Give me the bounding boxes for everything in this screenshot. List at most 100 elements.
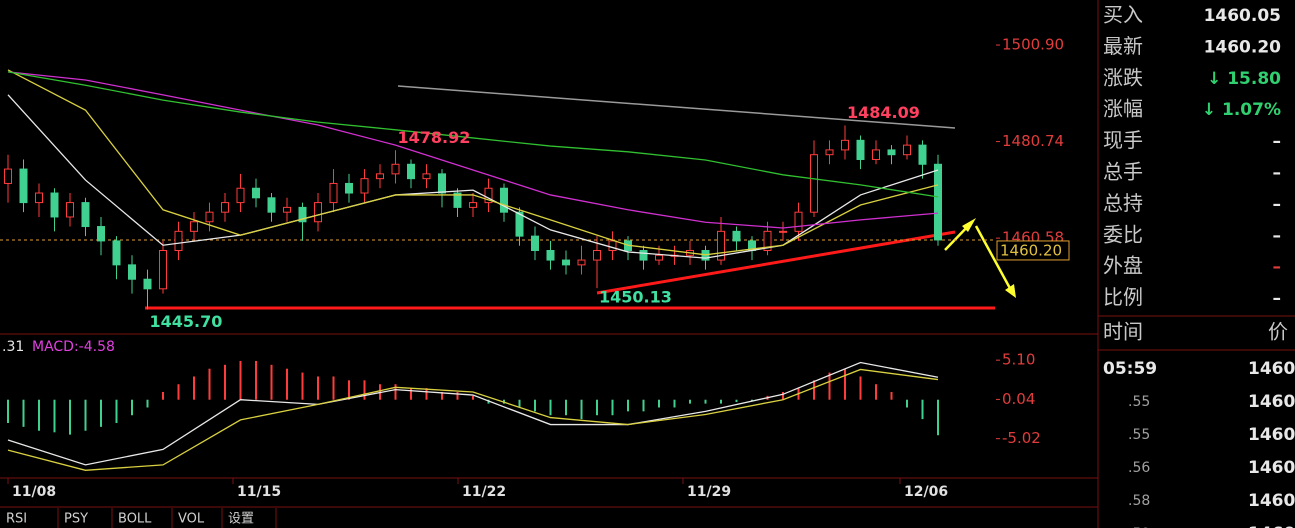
- macd-bar: [131, 399, 133, 416]
- macd-bar: [69, 399, 71, 435]
- tick-price: 1460: [1248, 392, 1295, 412]
- tick-time: .55: [1128, 394, 1150, 410]
- candle-body: [810, 154, 818, 213]
- candle-body: [329, 182, 338, 204]
- candle-body: [469, 202, 477, 208]
- tick-price: 1460: [1248, 425, 1295, 445]
- arrow-head: [1005, 284, 1016, 298]
- candle-body: [593, 249, 601, 261]
- macd-tick-label: 0.04: [1002, 390, 1035, 408]
- macd-bar: [53, 399, 56, 433]
- tab[interactable]: VOL: [178, 512, 205, 527]
- candle-body: [35, 192, 43, 204]
- macd-bar: [813, 380, 815, 400]
- tick-price: 1460: [1248, 458, 1295, 478]
- date-label: 11/29: [687, 484, 731, 500]
- candle-body: [732, 230, 741, 242]
- macd-bar: [611, 399, 614, 416]
- candle-body: [608, 240, 617, 251]
- tick-time: .58: [1128, 493, 1150, 509]
- macd-bar: [177, 384, 180, 400]
- macd-bar: [704, 399, 707, 404]
- macd-bar: [534, 399, 536, 412]
- quote-label: 现手: [1103, 128, 1143, 152]
- candle-body: [81, 202, 90, 228]
- quote-label: 买入: [1103, 3, 1143, 27]
- candle-body: [407, 163, 415, 180]
- candle-body: [546, 249, 555, 261]
- macd-line: [7, 368, 939, 471]
- quote-value: ↓ 1.07%: [1202, 100, 1281, 120]
- candle-body: [4, 168, 12, 184]
- quote-value: 1460.05: [1204, 6, 1281, 26]
- tick-time: .55: [1128, 427, 1150, 443]
- macd-bar: [22, 399, 25, 427]
- candle-body: [856, 139, 865, 160]
- candle-body: [918, 144, 927, 165]
- macd-bar: [115, 399, 118, 423]
- quote-value: –: [1273, 194, 1282, 214]
- quote-value: –: [1273, 257, 1282, 277]
- macd-bar: [782, 391, 784, 400]
- table-header: 价: [1268, 320, 1288, 344]
- tab[interactable]: 设置: [228, 512, 254, 527]
- quote-value: ↓ 15.80: [1207, 69, 1281, 89]
- macd-bar: [363, 380, 366, 400]
- support-line: [596, 230, 956, 295]
- candle-body: [484, 187, 493, 204]
- macd-bar: [689, 399, 691, 404]
- table-header: 时间: [1103, 320, 1143, 344]
- candle-body: [577, 259, 586, 266]
- tick-time: 05:59: [1103, 359, 1157, 379]
- candle-body: [794, 211, 803, 232]
- candle-body: [515, 211, 524, 237]
- candle-body: [66, 202, 74, 218]
- macd-bar: [348, 380, 350, 400]
- price-annotation: 1445.70: [150, 312, 223, 331]
- macd-bar: [487, 399, 490, 404]
- macd-bar: [441, 391, 443, 400]
- candle-body: [190, 221, 198, 232]
- macd-bar: [549, 399, 552, 416]
- tick-time: .59: [1128, 526, 1150, 528]
- macd-tick-label: -5.02: [1002, 429, 1041, 447]
- macd-bar: [146, 399, 149, 408]
- tick-time: .56: [1128, 460, 1150, 476]
- tab[interactable]: PSY: [64, 512, 88, 527]
- candle-body: [112, 240, 121, 266]
- tab[interactable]: RSI: [6, 512, 27, 527]
- candle-body: [19, 168, 28, 204]
- macd-bar: [844, 368, 846, 400]
- candle-body: [252, 187, 260, 199]
- quote-label: 外盘: [1103, 254, 1143, 278]
- macd-bar: [518, 399, 521, 408]
- candle-body: [422, 173, 431, 180]
- candle-body: [391, 163, 400, 175]
- date-label: 11/22: [462, 484, 506, 500]
- quote-label: 比例: [1103, 285, 1143, 309]
- macd-bar: [410, 388, 412, 400]
- candle-body: [825, 149, 834, 156]
- macd-bar: [208, 368, 211, 400]
- last-price-label: 1460.20: [1000, 241, 1062, 259]
- macd-bar: [84, 399, 87, 431]
- candle-body: [221, 202, 229, 213]
- candle-body: [159, 249, 167, 290]
- quote-label: 总手: [1103, 160, 1143, 184]
- candle-body: [128, 264, 136, 280]
- price-tick-label: 1480.74: [1002, 132, 1064, 150]
- macd-bar: [720, 399, 722, 404]
- tab[interactable]: BOLL: [118, 512, 152, 527]
- macd-caption: .31: [2, 339, 24, 355]
- macd-bar: [239, 360, 242, 400]
- candle-body: [562, 259, 570, 266]
- macd-bar: [193, 376, 195, 400]
- macd-bar: [565, 399, 567, 416]
- macd-bar: [425, 388, 428, 400]
- candle-body: [717, 230, 725, 261]
- arrow-head: [962, 218, 976, 232]
- candle-body: [345, 182, 353, 194]
- macd-bar: [735, 399, 738, 403]
- quote-label: 总持: [1103, 191, 1143, 215]
- macd-bar: [162, 391, 164, 400]
